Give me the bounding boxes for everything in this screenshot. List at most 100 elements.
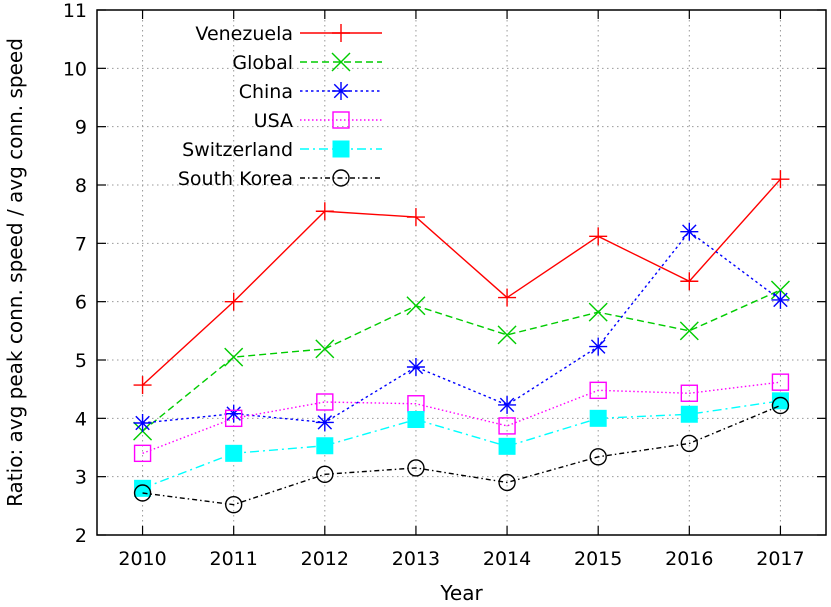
data-point bbox=[589, 409, 607, 427]
series-line bbox=[142, 178, 781, 386]
x-tick-label: 2015 bbox=[574, 548, 622, 570]
x-tick-label: 2014 bbox=[483, 548, 531, 570]
y-tick-label: 8 bbox=[75, 175, 87, 197]
data-point bbox=[406, 358, 425, 376]
data-point bbox=[679, 321, 699, 341]
y-tick-label: 10 bbox=[63, 58, 87, 80]
series-line bbox=[142, 289, 781, 432]
data-point bbox=[498, 288, 517, 307]
legend-entry: Switzerland bbox=[182, 139, 382, 161]
legend: Venezuela Global China USA Switzerland South … bbox=[178, 23, 382, 190]
series-venezuela bbox=[133, 170, 790, 395]
y-tick-label: 7 bbox=[75, 233, 87, 255]
data-point bbox=[771, 373, 790, 391]
series-line bbox=[142, 404, 781, 506]
y-tick-label: 3 bbox=[75, 467, 87, 489]
data-point bbox=[680, 434, 699, 453]
y-tick-label: 11 bbox=[63, 0, 87, 22]
data-point bbox=[497, 325, 517, 345]
data-point bbox=[225, 444, 243, 462]
legend-label: Switzerland bbox=[182, 139, 293, 161]
data-point bbox=[332, 82, 350, 100]
series-south-korea bbox=[133, 396, 790, 514]
data-point bbox=[771, 396, 790, 415]
data-point bbox=[224, 409, 243, 428]
data-point bbox=[332, 111, 350, 129]
data-point bbox=[589, 448, 607, 466]
data-point bbox=[331, 52, 351, 72]
data-point bbox=[134, 479, 152, 497]
data-point bbox=[498, 437, 516, 455]
legend-label: Venezuela bbox=[195, 23, 293, 45]
data-point bbox=[589, 227, 608, 246]
legend-label: China bbox=[239, 81, 293, 103]
data-point bbox=[588, 302, 608, 322]
data-point bbox=[133, 484, 152, 502]
data-point bbox=[224, 404, 243, 423]
data-point bbox=[589, 337, 608, 356]
series-group bbox=[133, 170, 790, 514]
data-point bbox=[407, 459, 425, 477]
data-point bbox=[406, 208, 425, 227]
data-point bbox=[316, 465, 334, 484]
data-point bbox=[224, 292, 243, 311]
x-tick-label: 2011 bbox=[210, 548, 258, 570]
data-point bbox=[407, 411, 425, 428]
legend-entry: Venezuela bbox=[195, 23, 382, 45]
legend-label: Global bbox=[232, 52, 293, 74]
data-point bbox=[224, 495, 243, 514]
series-line bbox=[142, 381, 781, 454]
data-point bbox=[498, 473, 516, 492]
legend-label: USA bbox=[254, 110, 293, 132]
y-tick-label: 4 bbox=[75, 408, 87, 430]
data-point bbox=[680, 222, 699, 241]
data-point bbox=[771, 170, 790, 189]
data-point bbox=[316, 393, 334, 411]
x-axis-label: Year bbox=[439, 581, 483, 605]
data-point bbox=[315, 413, 334, 432]
data-point bbox=[680, 405, 698, 423]
y-tick-label: 5 bbox=[75, 350, 87, 372]
legend-entry: China bbox=[239, 81, 382, 103]
data-point bbox=[332, 24, 350, 42]
x-tick-label: 2016 bbox=[665, 548, 713, 570]
data-point bbox=[498, 395, 517, 414]
data-point bbox=[133, 444, 152, 463]
series-usa bbox=[133, 373, 790, 463]
data-point bbox=[498, 417, 516, 435]
data-point bbox=[406, 296, 426, 316]
legend-label: South Korea bbox=[178, 168, 293, 190]
data-point bbox=[589, 381, 607, 400]
grid bbox=[97, 10, 826, 535]
data-point bbox=[133, 376, 152, 395]
x-tick-label: 2012 bbox=[301, 548, 349, 570]
legend-entry: Global bbox=[232, 52, 382, 74]
legend-entry: South Korea bbox=[178, 168, 382, 190]
x-tick-label: 2010 bbox=[118, 548, 166, 570]
series-line bbox=[142, 230, 781, 424]
data-point bbox=[332, 140, 350, 158]
data-point bbox=[315, 202, 334, 221]
y-tick-label: 6 bbox=[75, 292, 87, 314]
legend-entry: USA bbox=[254, 110, 382, 132]
data-point bbox=[224, 347, 244, 367]
data-point bbox=[133, 414, 152, 432]
data-point bbox=[680, 272, 699, 291]
axis-ticks: 2 3 4 5 6 7 8 9 10 11 2010 2011 2012 2013 2014 2015 2016… bbox=[63, 0, 826, 570]
data-point bbox=[315, 339, 335, 359]
data-point bbox=[316, 437, 334, 455]
x-tick-label: 2013 bbox=[392, 548, 440, 570]
series-global bbox=[133, 280, 790, 441]
data-point bbox=[332, 169, 350, 187]
x-tick-label: 2017 bbox=[756, 548, 804, 570]
data-point bbox=[771, 392, 789, 410]
y-tick-label: 2 bbox=[75, 525, 87, 547]
y-axis-label: Ratio: avg peak conn. speed / avg conn. … bbox=[3, 38, 27, 507]
data-point bbox=[680, 384, 699, 402]
plot-frame bbox=[96, 9, 827, 536]
series-switzerland bbox=[134, 392, 789, 497]
data-point bbox=[771, 290, 790, 309]
y-tick-label: 9 bbox=[75, 117, 87, 139]
